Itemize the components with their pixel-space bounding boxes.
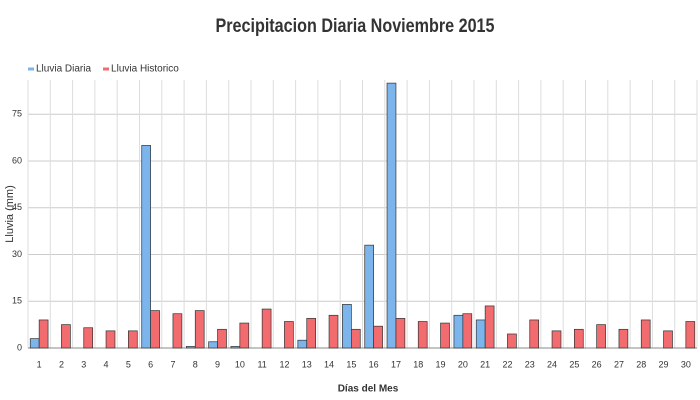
bar: [342, 304, 352, 349]
x-tick-label: 4: [104, 359, 109, 369]
bar: [306, 318, 317, 349]
x-tick-label: 26: [592, 359, 602, 369]
bar: [351, 328, 361, 349]
bar: [573, 328, 584, 349]
bar: [194, 310, 205, 349]
bar: [61, 324, 71, 349]
x-tick-label: 19: [436, 359, 446, 369]
x-tick-label: 2: [59, 359, 64, 369]
bar: [417, 321, 428, 349]
x-tick-label: 16: [369, 359, 379, 369]
bar: [29, 338, 40, 349]
bar: [128, 330, 138, 349]
y-tick-label: 15: [12, 296, 22, 306]
bar: [440, 322, 450, 349]
bar: [328, 314, 339, 349]
bar: [172, 313, 183, 349]
bar: [105, 330, 116, 349]
bar: [551, 330, 562, 349]
x-tick-label: 25: [569, 359, 579, 369]
bar: [141, 145, 151, 349]
x-tick-label: 9: [215, 359, 220, 369]
bar: [38, 319, 49, 349]
y-tick-label: 75: [12, 109, 22, 119]
bar: [364, 244, 375, 349]
x-tick-label: 6: [148, 359, 153, 369]
x-tick-label: 24: [547, 359, 557, 369]
bar: [150, 310, 160, 349]
bar: [386, 82, 397, 349]
bar: [373, 325, 383, 349]
x-tick-label: 23: [525, 359, 535, 369]
x-tick-label: 1: [37, 359, 42, 369]
x-tick-label: 8: [193, 359, 198, 369]
bar: [239, 322, 250, 349]
x-tick-label: 21: [480, 359, 490, 369]
bar: [217, 328, 227, 349]
bar: [484, 305, 495, 349]
bar: [83, 327, 94, 349]
bar: [596, 324, 606, 349]
x-tick-label: 5: [126, 359, 131, 369]
bar: [453, 314, 464, 349]
bar: [230, 346, 241, 349]
x-axis-title: Días del Mes: [338, 384, 399, 395]
y-tick-label: 0: [17, 342, 22, 352]
bar: [685, 321, 696, 349]
y-axis-title: Lluvia (mm): [4, 185, 16, 242]
y-tick-label: 60: [12, 155, 22, 165]
x-tick-label: 27: [614, 359, 624, 369]
x-tick-label: 14: [324, 359, 334, 369]
bar: [261, 308, 272, 349]
legend-label: Lluvia Diaria: [36, 64, 91, 75]
bar: [663, 330, 673, 349]
bar: [640, 319, 651, 349]
y-tick-label: 45: [12, 202, 22, 212]
bar: [462, 313, 473, 349]
bar: [618, 328, 629, 349]
x-tick-label: 29: [659, 359, 669, 369]
bar: [185, 346, 196, 349]
bar: [395, 318, 406, 349]
x-tick-label: 10: [235, 359, 245, 369]
legend-label: Lluvia Historico: [111, 64, 179, 75]
x-tick-label: 28: [636, 359, 646, 369]
x-tick-label: 17: [391, 359, 401, 369]
y-tick-label: 30: [12, 249, 22, 259]
x-tick-label: 7: [170, 359, 175, 369]
x-tick-label: 13: [302, 359, 312, 369]
x-tick-label: 22: [502, 359, 512, 369]
bar: [297, 339, 308, 349]
x-tick-label: 12: [279, 359, 289, 369]
chart-title: Precipitacion Diaria Noviembre 2015: [215, 15, 494, 37]
x-tick-label: 20: [458, 359, 468, 369]
bar: [284, 321, 294, 349]
x-tick-label: 3: [81, 359, 86, 369]
bar: [529, 319, 540, 349]
x-tick-label: 18: [413, 359, 423, 369]
bar: [208, 341, 218, 349]
x-tick-label: 11: [257, 359, 266, 369]
x-tick-label: 15: [346, 359, 356, 369]
bar: [507, 333, 517, 349]
bar: [475, 319, 486, 349]
x-tick-label: 30: [681, 359, 691, 369]
